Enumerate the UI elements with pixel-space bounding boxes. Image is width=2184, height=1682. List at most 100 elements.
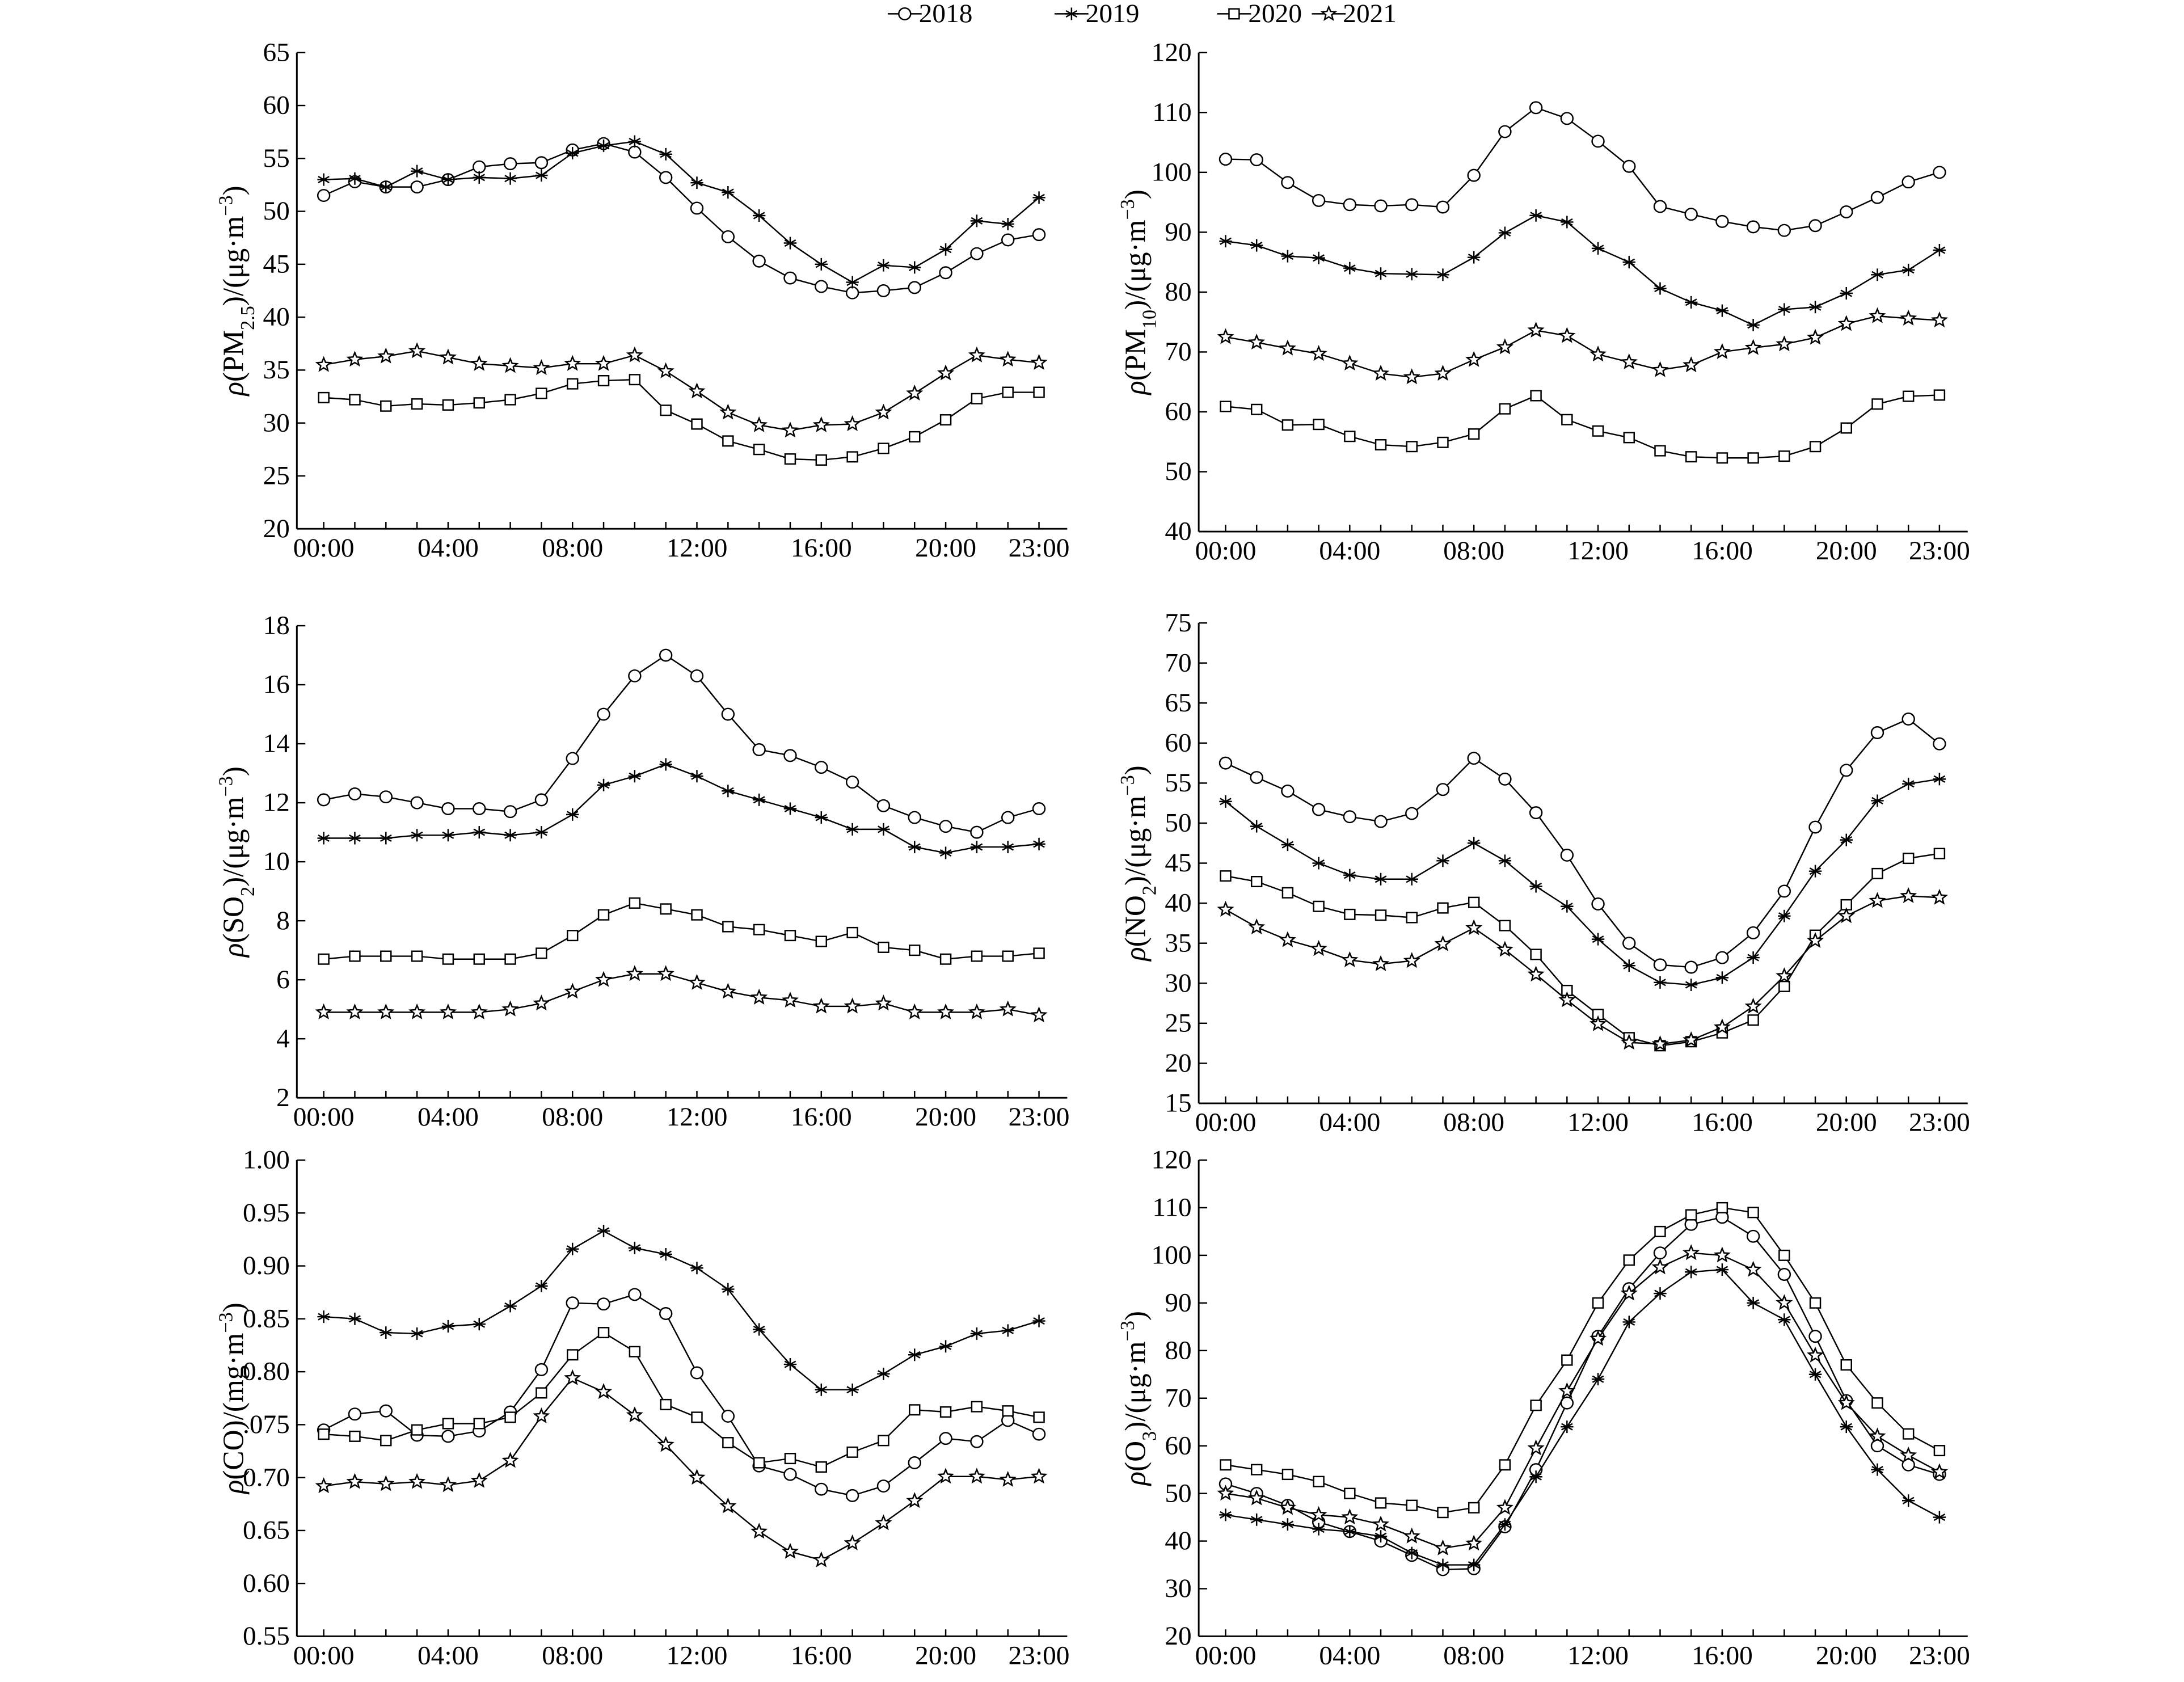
- y-axis-label-part: 10: [1139, 310, 1160, 329]
- y-axis-label-part: ρ: [1119, 1472, 1152, 1487]
- marker-circle: [1405, 807, 1419, 820]
- marker-circle: [1032, 802, 1046, 815]
- y-tick-label: 55: [1165, 768, 1191, 797]
- marker-star: [1683, 356, 1700, 373]
- marker-star: [1744, 1261, 1762, 1277]
- marker-circle: [1777, 884, 1791, 898]
- y-tick-label: 75: [1165, 608, 1191, 637]
- y-tick-label: 120: [1152, 1145, 1192, 1174]
- marker-asterisk: [1778, 303, 1791, 316]
- marker-star: [626, 346, 643, 362]
- marker-star: [1589, 1015, 1607, 1031]
- marker-asterisk: [535, 1280, 548, 1292]
- marker-square: [1902, 853, 1915, 865]
- x-tick-label: 08:00: [1443, 1108, 1504, 1137]
- marker-asterisk: [1374, 1530, 1388, 1543]
- series-line: [1225, 214, 1940, 326]
- marker-asterisk: [1343, 1525, 1356, 1538]
- x-tick-label: 12:00: [667, 1102, 728, 1131]
- marker-asterisk: [1343, 869, 1356, 882]
- marker-asterisk: [1436, 854, 1449, 867]
- marker-star: [346, 351, 364, 367]
- marker-star: [657, 965, 674, 981]
- y-axis-label-part: −3: [1117, 199, 1139, 220]
- y-axis-label-part: −3: [215, 1312, 237, 1333]
- marker-star: [875, 1514, 892, 1531]
- marker-circle: [908, 1456, 921, 1469]
- x-tick-label: 16:00: [1692, 536, 1753, 565]
- x-tick-label: 00:00: [293, 1102, 355, 1131]
- marker-asterisk: [1032, 191, 1045, 204]
- y-tick-label: 12: [263, 788, 290, 817]
- marker-asterisk: [441, 173, 455, 186]
- y-tick-label: 14: [263, 729, 290, 758]
- marker-asterisk: [1654, 282, 1667, 295]
- marker-square: [660, 1398, 672, 1410]
- marker-circle: [752, 254, 766, 268]
- marker-star: [1279, 339, 1296, 356]
- marker-star: [470, 1472, 488, 1488]
- marker-circle: [628, 145, 642, 159]
- marker-square: [597, 375, 610, 387]
- marker-circle: [1715, 214, 1729, 228]
- marker-circle: [876, 284, 891, 297]
- y-tick-label: 0.60: [243, 1569, 290, 1597]
- marker-star: [781, 1542, 799, 1559]
- marker-star: [1341, 355, 1359, 371]
- marker-star: [1744, 997, 1762, 1014]
- y-tick-label: 40: [1165, 1527, 1191, 1555]
- y-tick-label: 45: [1165, 849, 1191, 878]
- y-tick-label: 70: [1165, 338, 1191, 366]
- marker-star: [1589, 1330, 1607, 1346]
- marker-asterisk: [722, 1283, 735, 1296]
- marker-star: [1776, 967, 1793, 984]
- marker-asterisk: [317, 1310, 330, 1323]
- y-tick-label: 30: [1165, 1574, 1191, 1603]
- x-tick-label: 20:00: [915, 1102, 976, 1131]
- marker-circle: [410, 796, 424, 810]
- y-axis-label-part: −3: [1117, 1321, 1139, 1341]
- marker-star: [1527, 321, 1545, 338]
- series-line: [1225, 107, 1940, 231]
- marker-star: [1217, 1485, 1234, 1501]
- marker-asterisk: [1498, 226, 1512, 239]
- marker-asterisk: [783, 237, 797, 250]
- marker-square: [1561, 414, 1573, 425]
- marker-star: [1372, 364, 1390, 381]
- y-tick-label: 50: [1165, 457, 1191, 486]
- marker-square: [691, 909, 703, 921]
- marker-circle: [908, 281, 921, 294]
- marker-circle: [939, 1432, 952, 1445]
- marker-square: [567, 1349, 579, 1361]
- marker-circle: [379, 790, 393, 804]
- marker-asterisk: [1374, 267, 1388, 280]
- marker-star: [812, 416, 830, 432]
- marker-square: [1933, 848, 1946, 859]
- y-tick-label: 25: [263, 461, 290, 490]
- marker-asterisk: [690, 770, 703, 783]
- marker-circle: [473, 160, 486, 174]
- marker-asterisk: [659, 1248, 672, 1261]
- marker-circle: [1870, 191, 1884, 204]
- marker-circle: [1684, 960, 1698, 974]
- marker-circle: [1219, 756, 1233, 770]
- marker-circle: [348, 787, 362, 800]
- marker-star: [719, 1497, 737, 1514]
- marker-square: [1375, 909, 1387, 921]
- marker-square: [1002, 1405, 1014, 1417]
- y-axis-label-part: 2: [237, 887, 258, 896]
- marker-circle: [970, 247, 984, 260]
- series-line: [1225, 778, 1940, 986]
- marker-square: [411, 1424, 423, 1436]
- marker-asterisk: [1065, 7, 1078, 20]
- marker-star: [1030, 1468, 1048, 1484]
- y-axis-label: ρ(PM2.5)/(μg·m−3): [215, 186, 259, 397]
- marker-square: [1778, 1249, 1790, 1261]
- marker-square: [597, 909, 610, 921]
- marker-star: [346, 1473, 364, 1489]
- marker-asterisk: [1032, 837, 1045, 850]
- marker-star: [1434, 935, 1452, 951]
- marker-asterisk: [1747, 318, 1760, 331]
- marker-square: [1902, 390, 1915, 402]
- marker-star: [346, 1003, 364, 1019]
